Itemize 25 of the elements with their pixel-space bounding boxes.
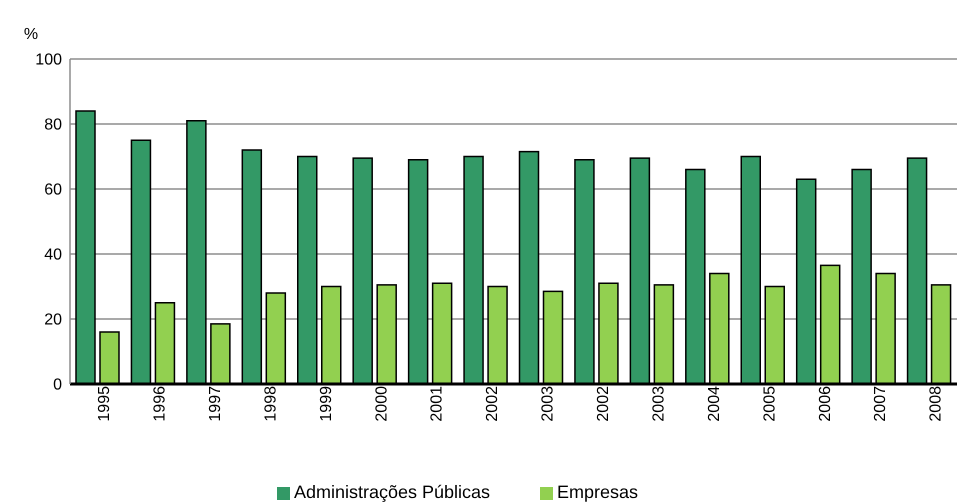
legend-label: Administrações Públicas <box>294 482 490 502</box>
x-tick-label: 2004 <box>706 386 723 422</box>
x-tick-label: 2002 <box>595 386 612 422</box>
x-tick-label: 2003 <box>540 386 557 422</box>
x-tick-label: 2005 <box>761 386 778 422</box>
y-tick-label: 60 <box>44 182 62 199</box>
y-tick-label: 0 <box>53 376 62 394</box>
x-tick-label: 1996 <box>152 386 169 422</box>
y-tick-label: 40 <box>44 246 62 264</box>
y-tick-label: 100 <box>35 52 62 69</box>
x-tick-label: 1997 <box>206 386 224 422</box>
x-tick-label: 2008 <box>928 386 945 422</box>
x-tick-label: 1995 <box>96 386 114 422</box>
x-tick-label: 2000 <box>373 386 390 422</box>
y-axis-title: % <box>24 26 38 43</box>
y-tick-label: 20 <box>44 312 62 329</box>
x-tick-label: 2006 <box>816 386 834 422</box>
legend-label: Empresas <box>557 482 638 502</box>
x-tick-label: 2002 <box>484 386 502 422</box>
y-tick-label: 80 <box>44 116 62 134</box>
x-tick-label: 2001 <box>428 386 446 422</box>
x-tick-label: 1999 <box>318 386 335 422</box>
x-tick-label: 1998 <box>262 386 280 422</box>
x-tick-label: 2003 <box>650 386 668 422</box>
x-tick-label: 2007 <box>872 386 890 422</box>
